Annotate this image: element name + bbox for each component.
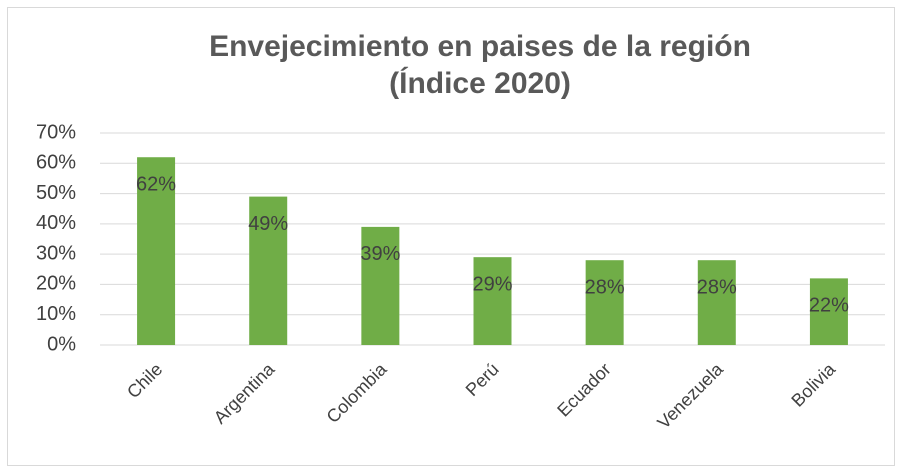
y-tick-label: 10%: [36, 303, 76, 325]
bar: [249, 196, 288, 345]
bar: [585, 260, 624, 345]
data-label: 28%: [697, 276, 737, 298]
bar: [697, 260, 736, 345]
data-label: 39%: [360, 243, 400, 265]
bar: [473, 257, 512, 345]
y-tick-label: 60%: [36, 152, 76, 174]
data-label: 49%: [248, 213, 288, 235]
bar: [809, 278, 848, 345]
y-tick-label: 50%: [36, 182, 76, 204]
bar: [137, 157, 176, 345]
y-tick-label: 0%: [47, 333, 76, 355]
y-tick-label: 30%: [36, 242, 76, 264]
y-tick-label: 40%: [36, 212, 76, 234]
bar: [361, 226, 400, 345]
y-tick-label: 70%: [36, 121, 76, 143]
data-label: 28%: [585, 276, 625, 298]
data-label: 29%: [472, 273, 512, 295]
data-label: 22%: [809, 295, 849, 317]
data-label: 62%: [136, 174, 176, 196]
y-tick-label: 20%: [36, 273, 76, 295]
chart-title: Envejecimiento en paises de la región (Í…: [209, 30, 751, 100]
